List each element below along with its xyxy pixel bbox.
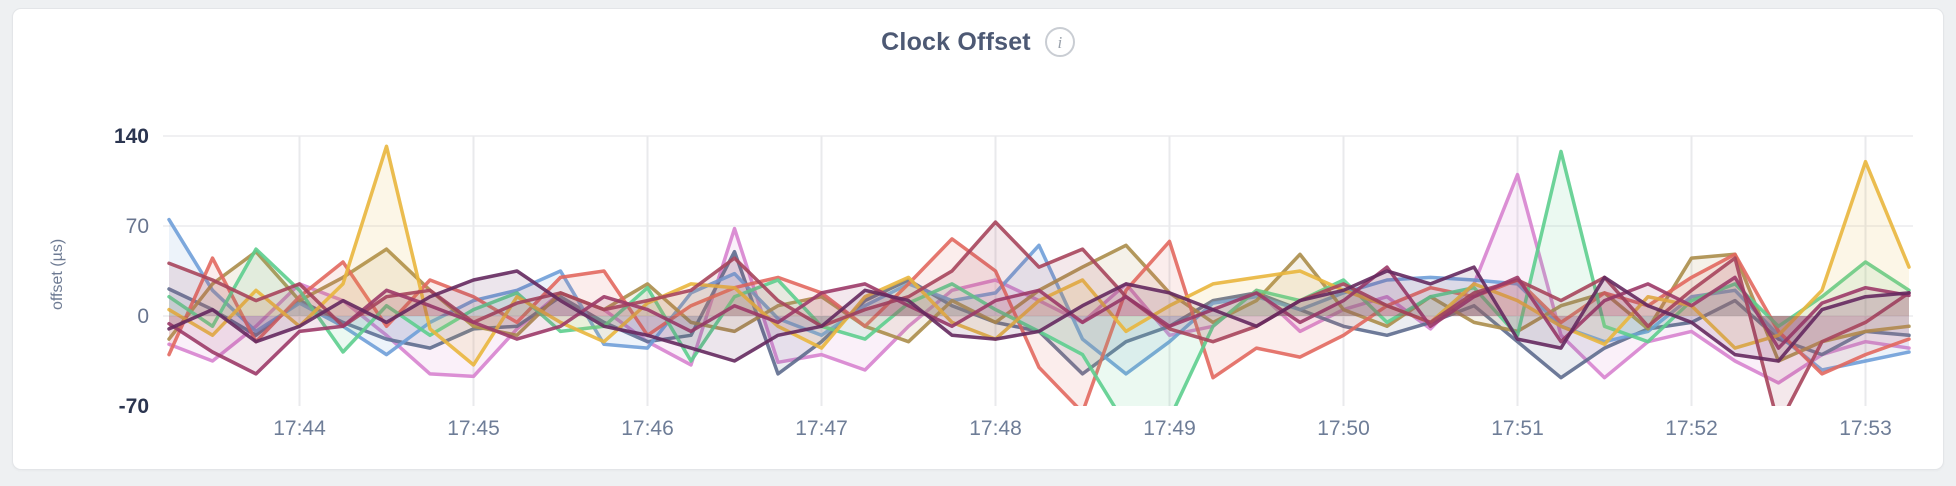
series-area-blue [169, 219, 1909, 374]
series-line-wine [167, 265, 1911, 376]
info-icon[interactable]: i [1044, 27, 1075, 57]
x-tick-label: 17:53 [1839, 417, 1892, 440]
y-tick-label: -70 [119, 395, 149, 418]
y-tick-label: 70 [126, 215, 149, 238]
x-tick-label: 17:49 [1143, 417, 1196, 440]
plot-area[interactable] [167, 144, 1911, 425]
series-area-gold [169, 146, 1909, 365]
series-area-red [169, 238, 1909, 406]
series-area-olive [169, 245, 1909, 361]
x-tick-label: 17:44 [273, 417, 326, 440]
series-area-green [169, 151, 1909, 406]
x-tick-label: 17:51 [1491, 417, 1544, 440]
x-tick-label: 17:50 [1317, 417, 1370, 440]
y-tick-label: 140 [114, 125, 149, 148]
x-tick-label: 17:52 [1665, 417, 1718, 440]
chart-canvas[interactable]: 17:44 17:45 17:46 17:47 17:48 17:49 17:50 17:51… [13, 9, 1945, 471]
x-tick-label: 17:48 [969, 417, 1022, 440]
series-line-blue [167, 217, 1911, 376]
x-tick-label: 17:45 [447, 417, 500, 440]
series-line-gold [167, 144, 1911, 367]
series-area-maroon [169, 222, 1909, 406]
x-tick-label: 17:47 [795, 417, 848, 440]
panel-title: Clock Offset [881, 27, 1031, 56]
clock-offset-panel: Clock Offset i offset (µs) 17:44 17:45 17:… [12, 8, 1944, 470]
panel-header: Clock Offset i [13, 27, 1943, 57]
series-area-purple [169, 267, 1909, 361]
y-tick-label: 0 [137, 305, 149, 328]
series-line-purple [167, 265, 1911, 363]
series-line-red [167, 237, 1911, 406]
x-tick-label: 17:46 [621, 417, 674, 440]
